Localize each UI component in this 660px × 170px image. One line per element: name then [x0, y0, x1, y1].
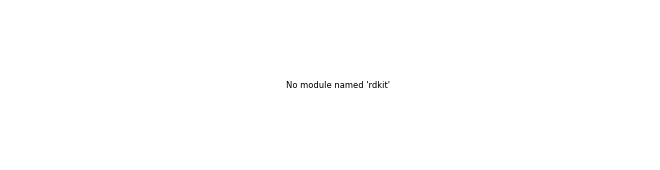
- Text: No module named 'rdkit': No module named 'rdkit': [286, 81, 390, 90]
